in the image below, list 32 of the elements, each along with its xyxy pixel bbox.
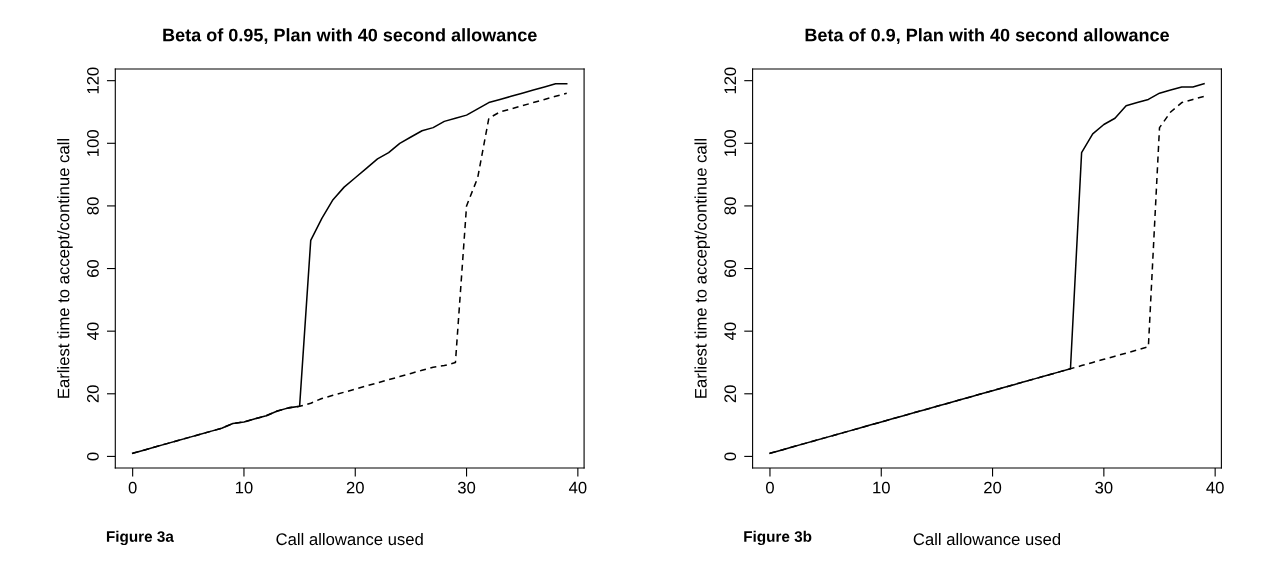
x-tick-label: 10: [873, 481, 890, 494]
y-axis-title: Earliest time to accept/continue call: [57, 139, 73, 398]
y-tick-label: 120: [87, 67, 99, 94]
y-tick-label: 0: [87, 452, 99, 461]
x-axis-title: Call allowance used: [913, 532, 1061, 546]
x-tick-label: 0: [765, 481, 774, 494]
caption: Figure 3a: [106, 530, 174, 546]
x-tick-label: 40: [1206, 481, 1224, 494]
y-tick-label: 20: [87, 385, 99, 403]
x-tick-label: 20: [984, 481, 1002, 494]
y-tick-label: 40: [724, 322, 737, 341]
y-tick-label: 100: [724, 130, 737, 156]
x-tick-label: 40: [568, 481, 587, 494]
x-axis-title: Call allowance used: [276, 532, 423, 546]
y-tick-label: 60: [724, 259, 737, 277]
y-tick-label: 20: [724, 385, 737, 403]
chart-title: Beta of 0.95, Plan with 40 second allowance: [163, 28, 537, 45]
chart-title: Beta of 0.9, Plan with 40 second allowance: [805, 28, 1170, 45]
caption: Figure 3b: [744, 530, 812, 546]
x-tick-label: 0: [128, 481, 137, 494]
y-axis-title: Earliest time to accept/continue call: [694, 139, 710, 398]
x-tick-label: 20: [346, 481, 364, 494]
y-tick-label: 0: [724, 452, 737, 461]
x-tick-label: 10: [235, 481, 253, 494]
x-tick-label: 30: [1095, 481, 1113, 494]
y-tick-label: 80: [87, 197, 99, 215]
y-tick-label: 60: [87, 259, 99, 277]
x-tick-label: 30: [457, 481, 476, 494]
y-tick-label: 100: [87, 130, 99, 156]
y-tick-label: 40: [87, 322, 99, 341]
y-tick-label: 80: [724, 197, 737, 215]
y-tick-label: 120: [724, 67, 737, 94]
